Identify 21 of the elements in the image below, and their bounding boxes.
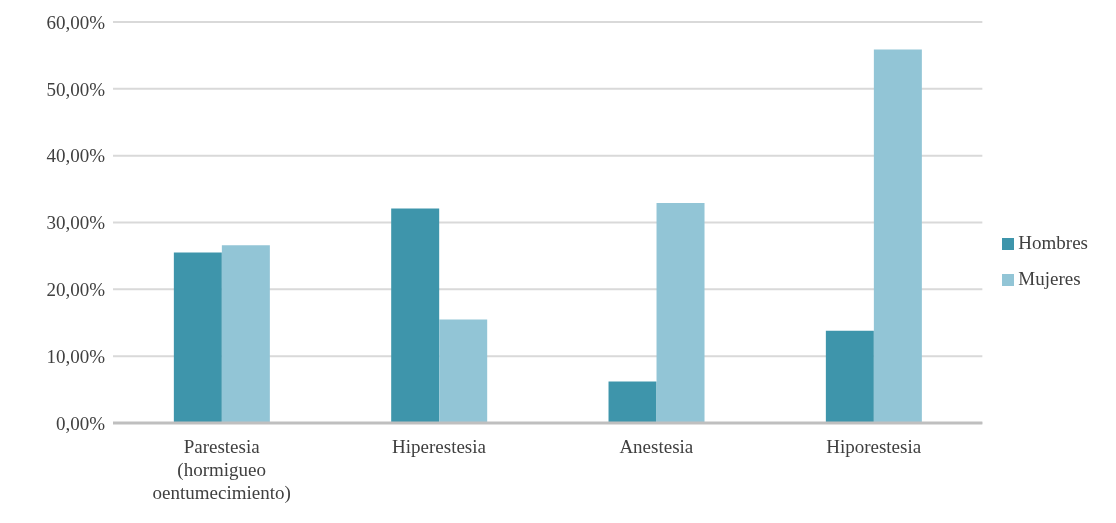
bar bbox=[391, 208, 440, 423]
x-tick-label: Hiperestesia bbox=[392, 436, 487, 457]
x-tick-label: Hiporestesia bbox=[826, 436, 922, 457]
y-tick-label: 40,00% bbox=[46, 145, 106, 167]
y-tick-label: 50,00% bbox=[46, 78, 106, 100]
bar bbox=[656, 203, 705, 423]
y-tick-label: 0,00% bbox=[55, 412, 106, 434]
bar bbox=[221, 245, 270, 423]
bar bbox=[608, 381, 657, 423]
bar bbox=[439, 319, 488, 423]
y-tick-label: 10,00% bbox=[46, 345, 106, 367]
x-tick-label: Anestesia bbox=[619, 436, 694, 457]
x-tick-label: Parestesia (hormigueo oentumecimiento) bbox=[152, 436, 291, 504]
y-tick-label: 30,00% bbox=[46, 212, 106, 234]
y-tick-label: 20,00% bbox=[46, 279, 106, 301]
bar bbox=[173, 252, 222, 423]
legend-label: Mujeres bbox=[1018, 267, 1081, 289]
legend-label: Hombres bbox=[1018, 231, 1088, 253]
bar bbox=[825, 330, 874, 423]
y-tick-label: 60,00% bbox=[46, 11, 106, 33]
bar bbox=[873, 49, 922, 423]
